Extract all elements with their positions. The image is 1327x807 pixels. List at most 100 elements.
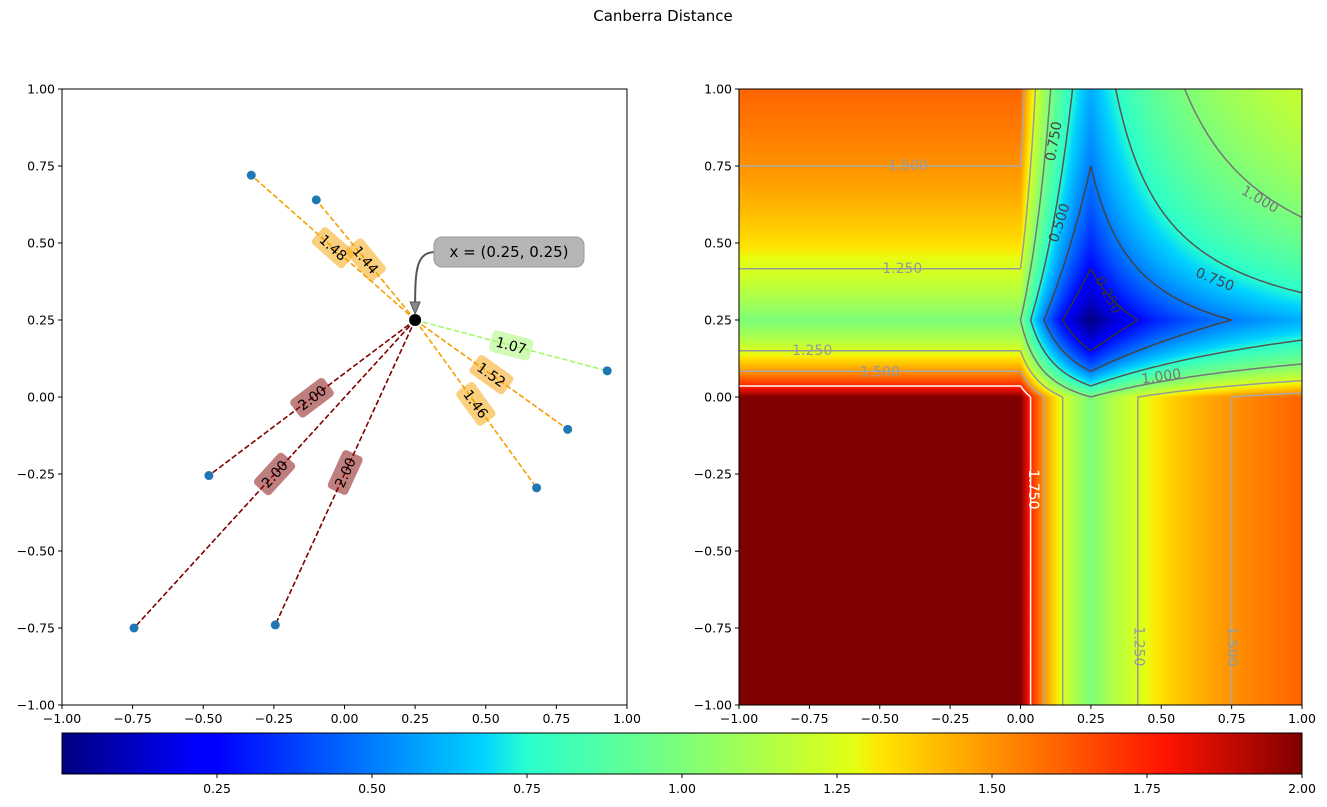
- colorbar-tick-label: 0.50: [358, 781, 386, 796]
- colorbar-ticks: 0.25 0.50 0.75 1.00 1.25 1.50 1.75 2.00: [203, 774, 1316, 796]
- distance-label-box: [311, 227, 355, 269]
- right-ytick-label: 0.75: [704, 159, 732, 174]
- contour-label: 1.250: [882, 261, 922, 277]
- data-point: [563, 424, 573, 434]
- heatmap-image: [739, 89, 1302, 705]
- colorbar-tick-label: 1.75: [1133, 781, 1161, 796]
- contour-label: 1.750: [1025, 469, 1041, 509]
- distance-label: 1.07: [488, 330, 534, 361]
- distance-label-text: 1.07: [494, 335, 528, 358]
- right-xtick-label: −0.75: [790, 711, 828, 726]
- left-xtick-label: −0.75: [113, 711, 151, 726]
- contour-label: 1.000: [1140, 366, 1182, 387]
- right-ytick-label: 1.00: [704, 82, 732, 97]
- left-ytick-label: 0.00: [27, 390, 55, 405]
- contour-line: [1043, 165, 1232, 372]
- distance-line: [414, 319, 569, 430]
- distance-label-box: [456, 382, 496, 426]
- right-xtick-label: −1.00: [720, 711, 758, 726]
- right-ytick-label: 0.25: [704, 313, 732, 328]
- figure-title: Canberra Distance: [593, 7, 733, 25]
- right-xtick-label: −0.25: [931, 711, 969, 726]
- contour-line: [1019, 89, 1302, 398]
- right-axis-ticks: −1.00 −0.75 −0.50 −0.25 0.00 0.25 0.50 0.75 1.00…: [694, 82, 1316, 727]
- contour-label: 1.500: [860, 364, 900, 380]
- colorbar-tick-label: 1.50: [978, 781, 1006, 796]
- contour-label: 1.500: [888, 158, 928, 174]
- annotation-arrow: [414, 251, 437, 305]
- left-axis-ticks: −1.00 −0.75 −0.50 −0.25 0.00 0.25 0.50 0.75 1.00…: [17, 82, 641, 727]
- left-ytick-label: −0.25: [17, 467, 55, 482]
- left-ytick-label: −0.50: [17, 544, 55, 559]
- left-xtick-label: −0.25: [255, 711, 293, 726]
- right-ytick-label: 0.00: [704, 390, 732, 405]
- left-xtick-label: −1.00: [43, 711, 81, 726]
- left-ytick-label: 1.00: [27, 82, 55, 97]
- contour-label: 0.750: [1043, 120, 1066, 162]
- contour-label: 1.500: [1224, 626, 1240, 666]
- right-xtick-label: 0.50: [1147, 711, 1175, 726]
- left-xtick-label: 1.00: [613, 711, 641, 726]
- contour-line: [739, 89, 1302, 705]
- colorbar-tick-label: 1.25: [823, 781, 851, 796]
- contour-line: [739, 89, 1302, 705]
- distance-label-box: [488, 330, 534, 361]
- right-xtick-label: 0.00: [1007, 711, 1035, 726]
- left-ytick-label: −1.00: [17, 698, 55, 713]
- distance-label-box: [290, 377, 334, 418]
- query-point: [409, 314, 422, 326]
- right-axes: 0.2500.5000.7500.7501.0001.0001.2501.250…: [694, 82, 1316, 727]
- left-xtick-label: 0.25: [401, 711, 429, 726]
- query-annotation: x = (0.25, 0.25): [409, 236, 585, 316]
- left-ytick-label: 0.25: [27, 313, 55, 328]
- right-xtick-label: 0.25: [1077, 711, 1105, 726]
- distance-label-box: [469, 355, 514, 395]
- data-point: [311, 195, 321, 205]
- left-ytick-label: 0.50: [27, 236, 55, 251]
- contour-line: [739, 385, 1032, 705]
- left-xtick-label: 0.00: [331, 711, 359, 726]
- colorbar: 0.25 0.50 0.75 1.00 1.25 1.50 1.75 2.00: [61, 732, 1316, 796]
- contour-label: 1.250: [792, 343, 832, 359]
- colorbar-tick-label: 0.75: [513, 781, 541, 796]
- data-point: [602, 366, 612, 376]
- distance-label-box: [345, 238, 386, 282]
- data-point: [270, 620, 280, 630]
- colorbar-tick-label: 1.00: [668, 781, 696, 796]
- distance-label-box: [327, 450, 363, 495]
- left-axes: 1.48 1.441.071.521.462.002.00 2.00 x = (0.…: [17, 82, 641, 727]
- right-ytick-label: −0.50: [694, 544, 732, 559]
- contour-line: [1029, 89, 1302, 387]
- right-ytick-label: −0.25: [694, 467, 732, 482]
- right-xtick-label: 0.75: [1218, 711, 1246, 726]
- data-points: [129, 170, 612, 633]
- right-ytick-label: −1.00: [694, 698, 732, 713]
- left-xtick-label: 0.50: [472, 711, 500, 726]
- right-xtick-label: −0.50: [861, 711, 899, 726]
- left-xtick-label: 0.75: [542, 711, 570, 726]
- colorbar-tick-label: 2.00: [1288, 781, 1316, 796]
- right-xtick-label: 1.00: [1288, 711, 1316, 726]
- annotation-box: [433, 236, 585, 268]
- annotation-arrowhead: [409, 301, 421, 316]
- left-ytick-label: 0.75: [27, 159, 55, 174]
- data-point: [129, 623, 139, 633]
- distance-label: 1.52: [469, 355, 514, 395]
- distance-line: [414, 319, 538, 489]
- contour-lines: [739, 89, 1302, 705]
- left-ytick-label: −0.75: [17, 621, 55, 636]
- colorbar-tick-label: 0.25: [203, 781, 231, 796]
- annotation-text: x = (0.25, 0.25): [449, 243, 568, 261]
- distance-label: 1.48: [311, 227, 355, 269]
- contour-line: [1062, 268, 1139, 352]
- data-point: [246, 170, 256, 180]
- distance-label-box: [253, 452, 296, 496]
- left-xtick-label: −0.50: [184, 711, 222, 726]
- data-point: [204, 471, 214, 481]
- distance-line: [315, 199, 416, 321]
- colorbar-gradient: [62, 733, 1302, 774]
- contour-label: 1.250: [1131, 626, 1147, 666]
- right-ytick-label: −0.75: [694, 621, 732, 636]
- data-point: [532, 483, 542, 493]
